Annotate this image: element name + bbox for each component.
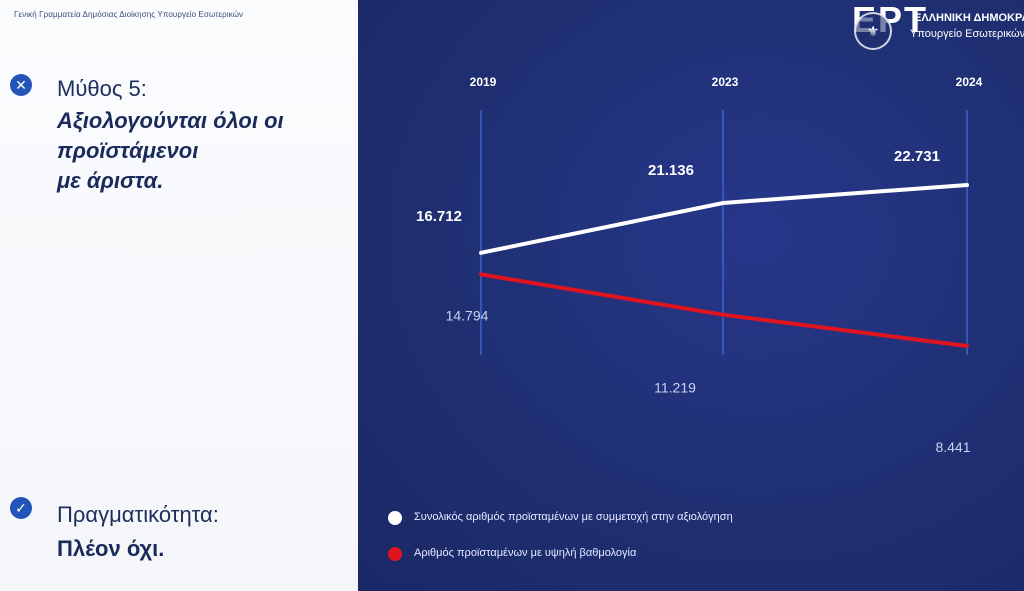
myth-statement: Αξιολογούνται όλοι οι προϊστάμενοι με άρ… xyxy=(57,106,347,196)
data-label-total-2019: 16.712 xyxy=(416,208,462,225)
myth-statement-line: με άριστα. xyxy=(57,168,164,193)
chart-panel xyxy=(358,0,1024,591)
legend-marker-high xyxy=(388,547,402,561)
data-label-total-2024: 22.731 xyxy=(894,148,940,165)
data-label-high-2019: 14.794 xyxy=(446,307,489,323)
reality-heading: Πραγματικότητα: xyxy=(57,502,219,527)
legend-label-high: Αριθμός προϊσταμένων με υψηλή βαθμολογία xyxy=(414,547,637,559)
data-label-total-2023: 21.136 xyxy=(648,162,694,179)
legend-marker-total xyxy=(388,511,402,525)
data-label-high-2023: 11.219 xyxy=(654,380,696,396)
close-icon: ✕ xyxy=(10,74,32,96)
logo-ministry-line2: Υπουργείο Εσωτερικών xyxy=(910,28,1024,40)
x-tick-label-2019: 2019 xyxy=(470,75,497,89)
logo-ministry-line1: ΕΛΛΗΝΙΚΗ ΔΗΜΟΚΡΑΤ xyxy=(914,12,1024,24)
myth-statement-line: προϊστάμενοι xyxy=(57,138,199,163)
x-tick-label-2024: 2024 xyxy=(956,75,983,89)
myth-heading: Μύθος 5: xyxy=(57,76,147,101)
header-text: Γενική Γραμματεία Δημόσιας Διοίκησης Υπο… xyxy=(14,10,244,19)
data-label-high-2024: 8.441 xyxy=(935,439,970,455)
series-line-high xyxy=(479,272,969,348)
series-line-total xyxy=(479,183,969,255)
legend-label-total: Συνολικός αριθμός προϊσταμένων με συμμετ… xyxy=(414,511,733,523)
left-panel: Γενική Γραμματεία Δημόσιας Διοίκησης Υπο… xyxy=(0,0,358,591)
check-icon: ✓ xyxy=(10,497,32,519)
reality-statement: Πλέον όχι. xyxy=(57,536,165,561)
myth-statement-line: Αξιολογούνται όλοι οι xyxy=(57,108,284,133)
ert-logo: ΕΡΤ ⚜ ΕΛΛΗΝΙΚΗ ΔΗΜΟΚΡΑΤ Υπουργείο Εσωτερ… xyxy=(852,0,1024,56)
x-tick-label-2023: 2023 xyxy=(712,75,739,89)
emblem-icon: ⚜ xyxy=(854,12,892,50)
